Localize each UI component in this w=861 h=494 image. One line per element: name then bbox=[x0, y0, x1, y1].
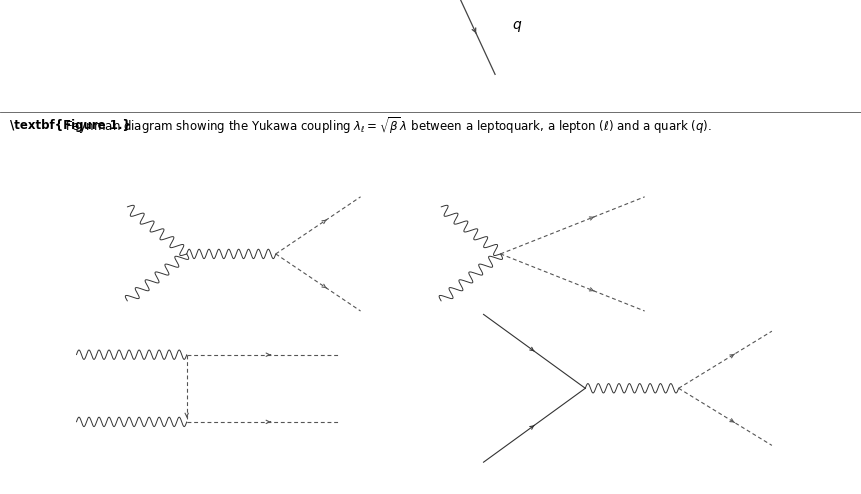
Text: \textbf{Figure 1.}: \textbf{Figure 1.} bbox=[10, 120, 131, 132]
Text: Feynman diagram showing the Yukawa coupling $\lambda_\ell = \sqrt{\beta}\,\lambd: Feynman diagram showing the Yukawa coupl… bbox=[65, 116, 712, 136]
Text: $q$: $q$ bbox=[512, 19, 523, 34]
